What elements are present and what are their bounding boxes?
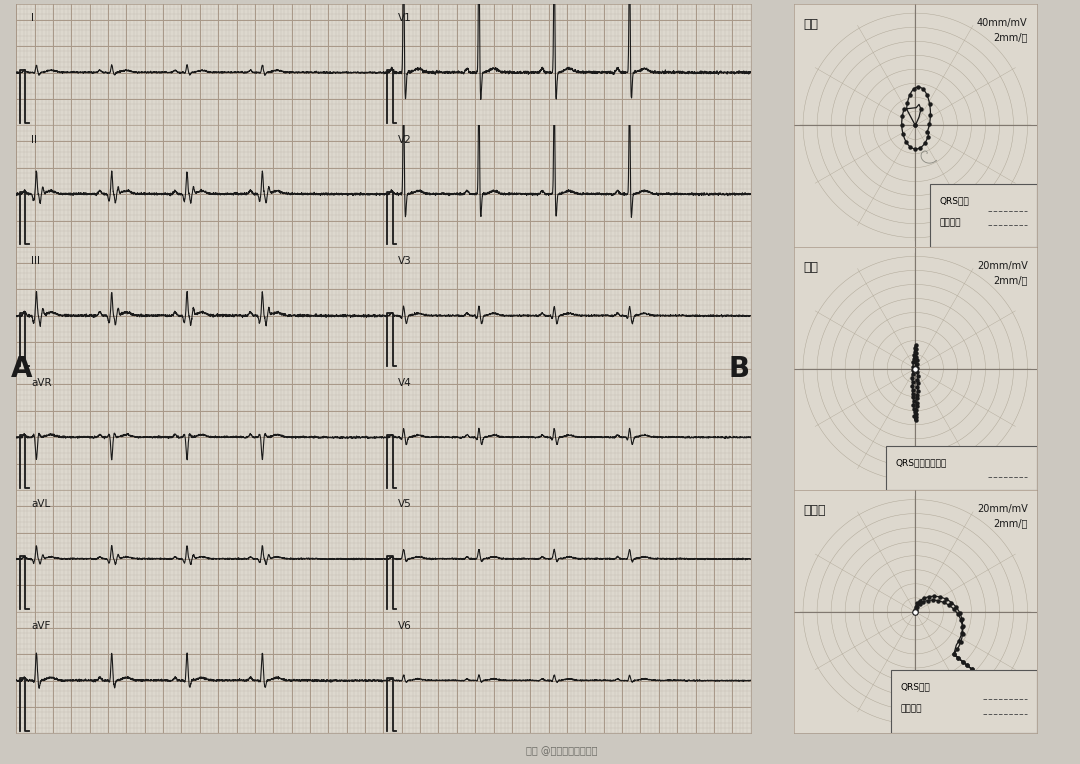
- Text: aVF: aVF: [31, 621, 51, 631]
- Text: 始和终末: 始和终末: [901, 704, 922, 714]
- Text: 20mm/mV: 20mm/mV: [976, 261, 1027, 271]
- Text: V2: V2: [399, 134, 411, 144]
- Text: 知乳 @未来心脏心电交流: 知乳 @未来心脏心电交流: [526, 746, 597, 756]
- Text: I: I: [31, 13, 33, 23]
- Text: aVL: aVL: [31, 500, 50, 510]
- FancyBboxPatch shape: [930, 184, 1037, 247]
- Text: V5: V5: [399, 500, 411, 510]
- Text: 20mm/mV: 20mm/mV: [976, 504, 1027, 514]
- Text: B: B: [729, 354, 751, 383]
- Text: 2mm/点: 2mm/点: [994, 32, 1027, 42]
- Text: 40mm/mV: 40mm/mV: [977, 18, 1027, 28]
- FancyBboxPatch shape: [891, 670, 1037, 733]
- Text: V4: V4: [399, 378, 411, 388]
- FancyBboxPatch shape: [886, 446, 1037, 490]
- Text: aVR: aVR: [31, 378, 52, 388]
- Text: 额面: 额面: [804, 18, 818, 31]
- Text: 右俧面: 右俧面: [804, 504, 825, 517]
- Text: V1: V1: [399, 13, 411, 23]
- Text: A: A: [11, 354, 32, 383]
- Text: III: III: [31, 256, 40, 266]
- Text: II: II: [31, 134, 37, 144]
- Text: QRS环起: QRS环起: [901, 682, 931, 691]
- Text: 始和终末: 始和终末: [940, 218, 961, 227]
- Text: V6: V6: [399, 621, 411, 631]
- Text: V3: V3: [399, 256, 411, 266]
- Text: QRS环起始和终末: QRS环起始和终末: [895, 458, 947, 468]
- Text: 2mm/点: 2mm/点: [994, 518, 1027, 528]
- Text: 横面: 横面: [804, 261, 818, 274]
- Text: 2mm/点: 2mm/点: [994, 275, 1027, 285]
- Text: QRS环起: QRS环起: [940, 196, 970, 205]
